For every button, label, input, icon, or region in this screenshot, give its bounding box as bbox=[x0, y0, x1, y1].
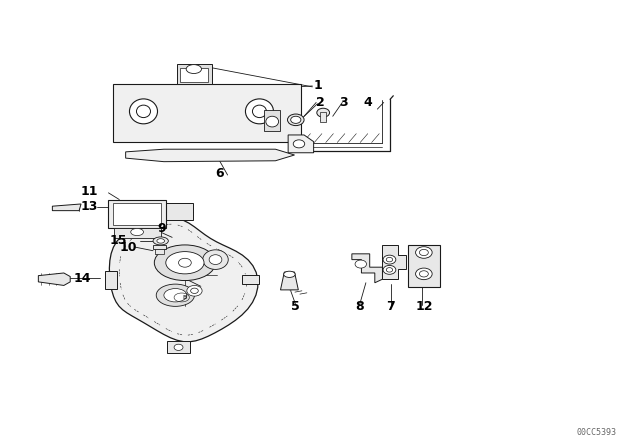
Text: 15: 15 bbox=[109, 234, 127, 247]
Ellipse shape bbox=[293, 140, 305, 148]
Bar bbox=[180, 68, 209, 82]
Text: 00CC5393: 00CC5393 bbox=[576, 428, 616, 437]
Text: 13: 13 bbox=[81, 200, 99, 213]
Ellipse shape bbox=[246, 99, 273, 124]
Polygon shape bbox=[125, 149, 294, 162]
Ellipse shape bbox=[129, 99, 157, 124]
Ellipse shape bbox=[186, 65, 202, 73]
Polygon shape bbox=[105, 271, 116, 289]
Ellipse shape bbox=[383, 265, 396, 274]
Text: 5: 5 bbox=[291, 300, 300, 313]
Ellipse shape bbox=[419, 250, 428, 256]
Ellipse shape bbox=[156, 284, 195, 306]
Ellipse shape bbox=[252, 105, 266, 117]
Bar bbox=[164, 202, 193, 220]
Polygon shape bbox=[288, 135, 314, 153]
Ellipse shape bbox=[174, 344, 183, 350]
Polygon shape bbox=[153, 246, 166, 249]
Ellipse shape bbox=[164, 289, 187, 302]
Ellipse shape bbox=[291, 116, 301, 123]
Ellipse shape bbox=[187, 285, 202, 296]
Ellipse shape bbox=[203, 250, 228, 269]
Bar bbox=[264, 111, 280, 130]
Polygon shape bbox=[280, 272, 298, 290]
Polygon shape bbox=[352, 254, 383, 283]
Ellipse shape bbox=[419, 271, 428, 277]
Ellipse shape bbox=[284, 271, 295, 277]
Polygon shape bbox=[155, 249, 164, 254]
Text: 9: 9 bbox=[157, 222, 166, 235]
Ellipse shape bbox=[287, 114, 304, 125]
Ellipse shape bbox=[191, 288, 198, 293]
Text: 10: 10 bbox=[120, 241, 138, 254]
Ellipse shape bbox=[415, 247, 432, 258]
Bar bbox=[167, 340, 190, 353]
Text: 7: 7 bbox=[386, 300, 394, 313]
Bar bbox=[113, 202, 161, 225]
Text: 12: 12 bbox=[415, 300, 433, 313]
Ellipse shape bbox=[131, 228, 143, 236]
Bar bbox=[113, 228, 161, 238]
Text: 11: 11 bbox=[81, 185, 99, 198]
Ellipse shape bbox=[153, 237, 168, 245]
Bar bbox=[408, 245, 440, 287]
Bar bbox=[177, 64, 212, 84]
Text: 8: 8 bbox=[355, 300, 364, 313]
Ellipse shape bbox=[355, 260, 367, 268]
Text: 4: 4 bbox=[364, 96, 372, 109]
Ellipse shape bbox=[136, 105, 150, 117]
Text: B: B bbox=[183, 295, 187, 300]
Text: 1: 1 bbox=[314, 79, 323, 92]
Ellipse shape bbox=[387, 267, 393, 272]
Ellipse shape bbox=[266, 116, 278, 127]
Polygon shape bbox=[52, 204, 81, 211]
Ellipse shape bbox=[157, 239, 164, 243]
Text: 6: 6 bbox=[215, 167, 223, 180]
Polygon shape bbox=[320, 112, 326, 121]
Ellipse shape bbox=[383, 255, 396, 264]
Ellipse shape bbox=[415, 268, 432, 280]
Text: 3: 3 bbox=[339, 96, 348, 109]
Polygon shape bbox=[382, 245, 406, 279]
Text: 14: 14 bbox=[74, 272, 91, 285]
Ellipse shape bbox=[166, 252, 204, 274]
Ellipse shape bbox=[179, 258, 191, 267]
Ellipse shape bbox=[387, 258, 393, 262]
Ellipse shape bbox=[209, 255, 222, 264]
Bar bbox=[108, 199, 166, 228]
Polygon shape bbox=[109, 217, 258, 342]
Ellipse shape bbox=[154, 245, 216, 280]
Ellipse shape bbox=[317, 108, 330, 117]
Polygon shape bbox=[243, 275, 259, 284]
Text: 2: 2 bbox=[316, 96, 325, 109]
Polygon shape bbox=[38, 273, 70, 285]
Polygon shape bbox=[113, 84, 301, 142]
